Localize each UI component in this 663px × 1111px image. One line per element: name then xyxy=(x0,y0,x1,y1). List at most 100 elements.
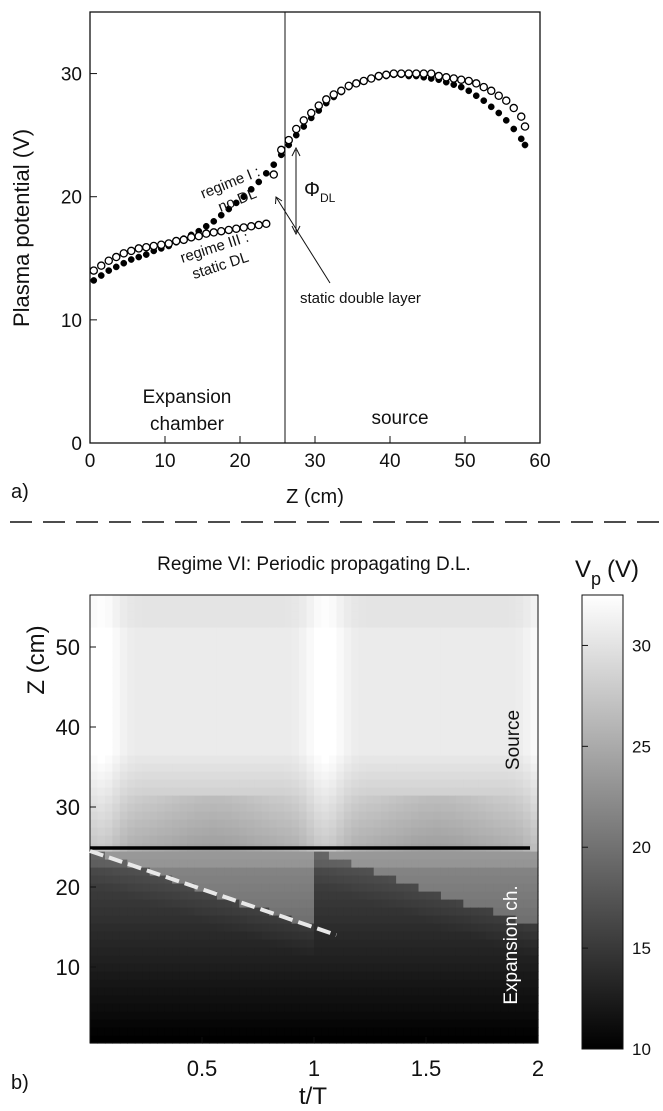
heatmap-cell xyxy=(224,627,233,636)
heatmap-cell xyxy=(172,1035,181,1044)
heatmap-cell xyxy=(127,875,136,884)
heatmap-cell xyxy=(246,883,255,892)
heatmap-cell xyxy=(276,867,285,876)
heatmap-cell xyxy=(216,683,225,692)
heatmap-cell xyxy=(119,1027,128,1036)
heatmap-cell xyxy=(448,675,457,684)
data-point-regime-i xyxy=(247,185,255,193)
heatmap-cell xyxy=(373,907,382,916)
heatmap-cell xyxy=(328,651,337,660)
heatmap-cell xyxy=(127,979,136,988)
heatmap-cell xyxy=(239,779,248,788)
heatmap-cell xyxy=(366,915,375,924)
heatmap-cell xyxy=(149,731,158,740)
heatmap-cell xyxy=(366,715,375,724)
heatmap-cell xyxy=(388,819,397,828)
heatmap-cell xyxy=(142,1019,151,1028)
heatmap-cell xyxy=(515,819,524,828)
heatmap-cell xyxy=(119,771,128,780)
heatmap-cell xyxy=(291,915,300,924)
heatmap-cell xyxy=(261,915,270,924)
heatmap-cell xyxy=(127,995,136,1004)
heatmap-cell xyxy=(276,963,285,972)
heatmap-cell xyxy=(269,611,278,620)
heatmap-cell xyxy=(373,651,382,660)
data-point-regime-iii xyxy=(456,75,466,84)
heatmap-cell xyxy=(254,667,263,676)
heatmap-cell xyxy=(209,987,218,996)
heatmap-cell xyxy=(463,731,472,740)
heatmap-cell xyxy=(470,875,479,884)
heatmap-cell xyxy=(246,603,255,612)
heatmap-cell xyxy=(187,659,196,668)
heatmap-cell xyxy=(358,739,367,748)
heatmap-cell xyxy=(508,875,517,884)
heatmap-cell xyxy=(134,1027,143,1036)
heatmap-cell xyxy=(194,915,203,924)
heatmap-cell xyxy=(164,715,173,724)
heatmap-cell xyxy=(239,931,248,940)
heatmap-cell xyxy=(463,907,472,916)
heatmap-cell xyxy=(396,779,405,788)
heatmap-cell xyxy=(470,803,479,812)
heatmap-cell xyxy=(314,835,323,844)
heatmap-cell xyxy=(515,1019,524,1028)
heatmap-cell xyxy=(134,819,143,828)
heatmap-cell xyxy=(351,867,360,876)
heatmap-cell xyxy=(90,995,99,1004)
heatmap-cell xyxy=(523,883,532,892)
heatmap-cell xyxy=(328,763,337,772)
heatmap-cell xyxy=(463,851,472,860)
heatmap-cell xyxy=(224,915,233,924)
heatmap-cell xyxy=(478,867,487,876)
heatmap-cell xyxy=(485,803,494,812)
heatmap-cell xyxy=(157,723,166,732)
heatmap-cell xyxy=(202,643,211,652)
heatmap-cell xyxy=(97,611,106,620)
heatmap-cell xyxy=(239,1019,248,1028)
heatmap-cell xyxy=(530,731,539,740)
heatmap-cell xyxy=(179,659,188,668)
heatmap-cell xyxy=(463,875,472,884)
heatmap-cell xyxy=(530,627,539,636)
heatmap-cell xyxy=(418,795,427,804)
heatmap-cell xyxy=(411,755,420,764)
heatmap-cell xyxy=(261,635,270,644)
heatmap-cell xyxy=(254,835,263,844)
heatmap-cell xyxy=(112,907,121,916)
heatmap-cell xyxy=(127,963,136,972)
heatmap-cell xyxy=(314,971,323,980)
heatmap-cell xyxy=(440,723,449,732)
heatmap-cell xyxy=(246,675,255,684)
heatmap-cell xyxy=(164,723,173,732)
heatmap-cell xyxy=(418,1027,427,1036)
heatmap-cell xyxy=(142,923,151,932)
heatmap-cell xyxy=(433,723,442,732)
heatmap-cell xyxy=(306,619,315,628)
heatmap-cell xyxy=(328,875,337,884)
heatmap-cell xyxy=(119,1035,128,1044)
heatmap-cell xyxy=(403,1035,412,1044)
heatmap-cell xyxy=(470,675,479,684)
heatmap-cell xyxy=(157,675,166,684)
heatmap-cell xyxy=(164,851,173,860)
heatmap-cell xyxy=(381,651,390,660)
heatmap-cell xyxy=(388,811,397,820)
heatmap-cell xyxy=(411,939,420,948)
heatmap-cell xyxy=(246,619,255,628)
heatmap-cell xyxy=(104,987,113,996)
heatmap-cell xyxy=(149,603,158,612)
heatmap-cell xyxy=(500,931,509,940)
heatmap-cell xyxy=(239,971,248,980)
heatmap-cell xyxy=(366,827,375,836)
heatmap-cell xyxy=(299,883,308,892)
heatmap-cell xyxy=(336,787,345,796)
heatmap-cell xyxy=(254,1019,263,1028)
heatmap-cell xyxy=(403,795,412,804)
heatmap-cell xyxy=(448,907,457,916)
heatmap-cell xyxy=(202,947,211,956)
heatmap-cell xyxy=(112,603,121,612)
heatmap-cell xyxy=(306,915,315,924)
heatmap-cell xyxy=(508,771,517,780)
heatmap-cell xyxy=(485,795,494,804)
